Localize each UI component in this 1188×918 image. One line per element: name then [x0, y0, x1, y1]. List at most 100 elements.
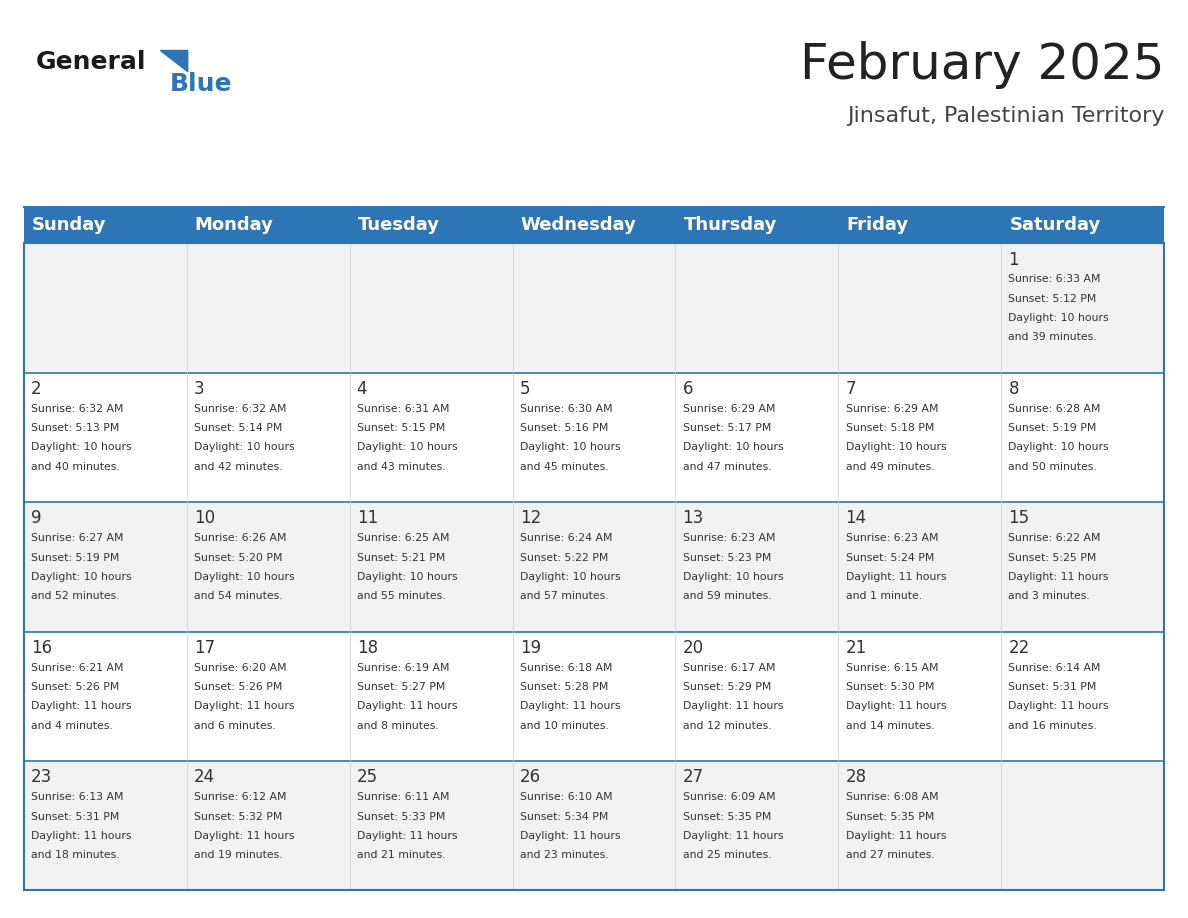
- Text: Sunrise: 6:22 AM: Sunrise: 6:22 AM: [1009, 533, 1101, 543]
- Text: Daylight: 10 hours: Daylight: 10 hours: [356, 572, 457, 582]
- Text: Sunrise: 6:11 AM: Sunrise: 6:11 AM: [356, 792, 449, 802]
- FancyBboxPatch shape: [676, 373, 839, 502]
- Text: Sunset: 5:20 PM: Sunset: 5:20 PM: [194, 553, 283, 563]
- FancyBboxPatch shape: [349, 373, 512, 502]
- Text: and 25 minutes.: and 25 minutes.: [683, 850, 771, 860]
- Text: Sunrise: 6:17 AM: Sunrise: 6:17 AM: [683, 663, 775, 673]
- Text: 8: 8: [1009, 380, 1019, 398]
- Text: 14: 14: [846, 509, 866, 528]
- FancyBboxPatch shape: [512, 761, 676, 890]
- Text: Sunset: 5:16 PM: Sunset: 5:16 PM: [519, 423, 608, 433]
- Text: Sunset: 5:15 PM: Sunset: 5:15 PM: [356, 423, 446, 433]
- Text: and 14 minutes.: and 14 minutes.: [846, 721, 934, 731]
- Text: 6: 6: [683, 380, 693, 398]
- Text: Sunrise: 6:21 AM: Sunrise: 6:21 AM: [31, 663, 124, 673]
- Text: Daylight: 10 hours: Daylight: 10 hours: [519, 442, 620, 453]
- Text: 18: 18: [356, 639, 378, 657]
- Text: 2: 2: [31, 380, 42, 398]
- Text: Sunset: 5:23 PM: Sunset: 5:23 PM: [683, 553, 771, 563]
- FancyBboxPatch shape: [187, 502, 349, 632]
- Text: and 50 minutes.: and 50 minutes.: [1009, 462, 1098, 472]
- Text: Sunrise: 6:30 AM: Sunrise: 6:30 AM: [519, 404, 612, 414]
- Text: Sunset: 5:27 PM: Sunset: 5:27 PM: [356, 682, 446, 692]
- Text: and 8 minutes.: and 8 minutes.: [356, 721, 438, 731]
- Text: Tuesday: Tuesday: [358, 216, 440, 234]
- Text: Daylight: 10 hours: Daylight: 10 hours: [31, 572, 132, 582]
- FancyBboxPatch shape: [1001, 761, 1164, 890]
- Text: 17: 17: [194, 639, 215, 657]
- Text: Saturday: Saturday: [1010, 216, 1101, 234]
- Text: Sunrise: 6:32 AM: Sunrise: 6:32 AM: [31, 404, 124, 414]
- Text: Daylight: 11 hours: Daylight: 11 hours: [683, 701, 783, 711]
- Text: Jinsafut, Palestinian Territory: Jinsafut, Palestinian Territory: [847, 106, 1164, 126]
- FancyBboxPatch shape: [187, 373, 349, 502]
- Text: Sunset: 5:28 PM: Sunset: 5:28 PM: [519, 682, 608, 692]
- Text: and 4 minutes.: and 4 minutes.: [31, 721, 113, 731]
- Text: 27: 27: [683, 768, 703, 787]
- Text: and 47 minutes.: and 47 minutes.: [683, 462, 771, 472]
- Text: and 45 minutes.: and 45 minutes.: [519, 462, 608, 472]
- Text: Daylight: 11 hours: Daylight: 11 hours: [519, 701, 620, 711]
- Text: Blue: Blue: [170, 72, 233, 95]
- Text: Sunday: Sunday: [32, 216, 107, 234]
- Text: Sunrise: 6:08 AM: Sunrise: 6:08 AM: [846, 792, 939, 802]
- Text: 24: 24: [194, 768, 215, 787]
- FancyBboxPatch shape: [1001, 502, 1164, 632]
- Text: Daylight: 10 hours: Daylight: 10 hours: [683, 572, 783, 582]
- Text: and 52 minutes.: and 52 minutes.: [31, 591, 120, 601]
- FancyBboxPatch shape: [839, 632, 1001, 761]
- Text: Sunset: 5:21 PM: Sunset: 5:21 PM: [356, 553, 446, 563]
- Text: Sunset: 5:22 PM: Sunset: 5:22 PM: [519, 553, 608, 563]
- Text: Daylight: 10 hours: Daylight: 10 hours: [1009, 442, 1110, 453]
- Text: Sunrise: 6:14 AM: Sunrise: 6:14 AM: [1009, 663, 1101, 673]
- Text: and 10 minutes.: and 10 minutes.: [519, 721, 608, 731]
- Text: Sunrise: 6:25 AM: Sunrise: 6:25 AM: [356, 533, 449, 543]
- Text: 15: 15: [1009, 509, 1030, 528]
- Text: 5: 5: [519, 380, 530, 398]
- Text: and 1 minute.: and 1 minute.: [846, 591, 922, 601]
- Text: Daylight: 11 hours: Daylight: 11 hours: [846, 572, 946, 582]
- Text: 11: 11: [356, 509, 378, 528]
- Text: Sunset: 5:13 PM: Sunset: 5:13 PM: [31, 423, 119, 433]
- Text: and 54 minutes.: and 54 minutes.: [194, 591, 283, 601]
- Text: 16: 16: [31, 639, 52, 657]
- Text: Daylight: 11 hours: Daylight: 11 hours: [356, 701, 457, 711]
- Text: Sunrise: 6:29 AM: Sunrise: 6:29 AM: [683, 404, 775, 414]
- Text: Sunrise: 6:29 AM: Sunrise: 6:29 AM: [846, 404, 939, 414]
- Text: Sunrise: 6:33 AM: Sunrise: 6:33 AM: [1009, 274, 1101, 285]
- Text: and 16 minutes.: and 16 minutes.: [1009, 721, 1097, 731]
- Text: Sunset: 5:18 PM: Sunset: 5:18 PM: [846, 423, 934, 433]
- Text: Sunrise: 6:13 AM: Sunrise: 6:13 AM: [31, 792, 124, 802]
- Text: Sunset: 5:31 PM: Sunset: 5:31 PM: [1009, 682, 1097, 692]
- Text: 7: 7: [846, 380, 857, 398]
- FancyBboxPatch shape: [1001, 243, 1164, 373]
- FancyBboxPatch shape: [187, 632, 349, 761]
- FancyBboxPatch shape: [512, 502, 676, 632]
- FancyBboxPatch shape: [24, 207, 1164, 243]
- Text: and 23 minutes.: and 23 minutes.: [519, 850, 608, 860]
- Text: Daylight: 10 hours: Daylight: 10 hours: [519, 572, 620, 582]
- Text: and 27 minutes.: and 27 minutes.: [846, 850, 934, 860]
- Text: and 6 minutes.: and 6 minutes.: [194, 721, 276, 731]
- Text: Daylight: 11 hours: Daylight: 11 hours: [846, 831, 946, 841]
- Text: Daylight: 10 hours: Daylight: 10 hours: [356, 442, 457, 453]
- Text: 9: 9: [31, 509, 42, 528]
- FancyBboxPatch shape: [349, 632, 512, 761]
- Text: 20: 20: [683, 639, 703, 657]
- Text: and 43 minutes.: and 43 minutes.: [356, 462, 446, 472]
- Text: Sunrise: 6:09 AM: Sunrise: 6:09 AM: [683, 792, 776, 802]
- Text: Daylight: 10 hours: Daylight: 10 hours: [846, 442, 946, 453]
- FancyBboxPatch shape: [676, 243, 839, 373]
- FancyBboxPatch shape: [24, 373, 187, 502]
- Text: Daylight: 11 hours: Daylight: 11 hours: [194, 701, 295, 711]
- Text: Sunset: 5:26 PM: Sunset: 5:26 PM: [194, 682, 283, 692]
- Text: 1: 1: [1009, 251, 1019, 269]
- FancyBboxPatch shape: [676, 502, 839, 632]
- Text: and 12 minutes.: and 12 minutes.: [683, 721, 771, 731]
- Text: Sunrise: 6:20 AM: Sunrise: 6:20 AM: [194, 663, 286, 673]
- Text: 4: 4: [356, 380, 367, 398]
- Text: Daylight: 10 hours: Daylight: 10 hours: [194, 572, 295, 582]
- Text: and 42 minutes.: and 42 minutes.: [194, 462, 283, 472]
- Text: 25: 25: [356, 768, 378, 787]
- Polygon shape: [160, 50, 188, 72]
